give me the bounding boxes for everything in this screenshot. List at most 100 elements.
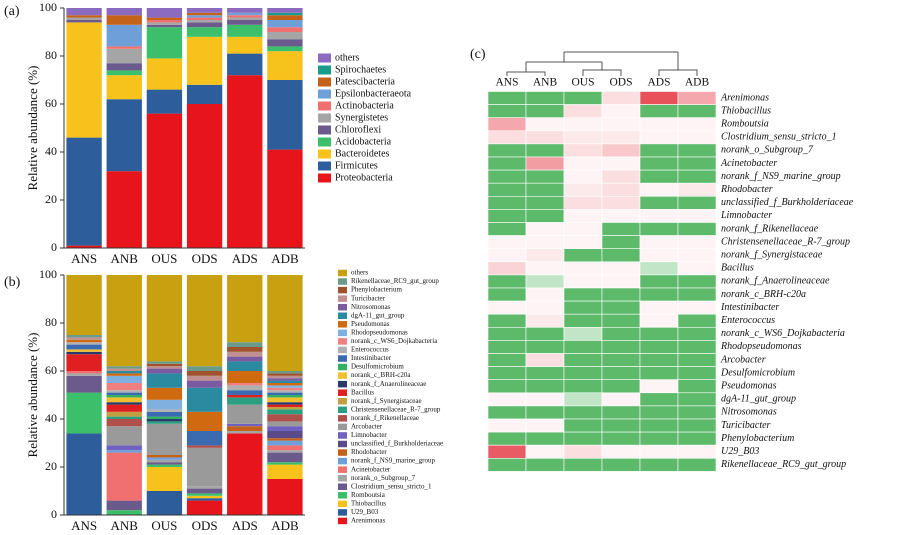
legend-swatch <box>338 517 347 525</box>
legend-swatch <box>338 269 347 277</box>
heatmap-cell <box>563 274 603 289</box>
bar-segment <box>66 337 102 340</box>
heatmap-cell <box>487 117 527 132</box>
legend-swatch <box>338 355 347 362</box>
bar-segment <box>227 8 263 13</box>
bar-segment <box>66 375 102 393</box>
bar-segment <box>146 457 183 460</box>
bar-segment <box>227 36 263 54</box>
y-tick-label: 100 <box>39 267 57 281</box>
legend-label: Romboutsia <box>351 491 386 499</box>
bar-segment <box>227 356 263 362</box>
heatmap-cell <box>601 182 641 197</box>
heatmap-cell <box>487 143 527 158</box>
legend-label: Synergistetes <box>335 112 388 123</box>
heatmap-cell <box>525 130 565 145</box>
legend-label: norank_f_Synergistaceae <box>351 397 422 405</box>
legend-label: Arenimonas <box>351 517 385 525</box>
bar-segment <box>146 24 183 28</box>
legend-label: Rikenellaceae_RC9_gut_group <box>351 277 439 285</box>
y-tick-label: 20 <box>45 459 57 473</box>
bar-segment <box>106 510 142 515</box>
heatmap-cell <box>677 418 717 433</box>
legend-swatch <box>338 440 347 448</box>
heatmap-cell <box>601 130 641 145</box>
heatmap-cell <box>487 182 527 197</box>
bar-segment <box>267 383 303 386</box>
heatmap-cell <box>639 261 679 276</box>
bar-segment <box>186 431 223 446</box>
heatmap-cell <box>601 326 641 341</box>
bar-segment <box>186 104 223 248</box>
heatmap-cell <box>487 235 527 250</box>
y-tick-label: 100 <box>39 0 57 14</box>
bar-segment <box>66 22 102 138</box>
heatmap-cell <box>601 248 641 263</box>
heatmap-cell <box>601 366 641 381</box>
bar-segment <box>186 366 223 371</box>
heatmap-cell <box>677 235 717 250</box>
heatmap-cell <box>525 209 565 223</box>
bar-segment <box>267 402 303 405</box>
bar-segment <box>186 17 223 20</box>
bar-segment <box>106 75 142 100</box>
bar-segment <box>267 378 303 381</box>
heatmap-cell <box>487 379 527 394</box>
bar-segment <box>227 351 263 357</box>
bar-segment <box>267 373 303 376</box>
heatmap-cell <box>639 366 679 381</box>
bar-segment <box>106 402 142 405</box>
heatmap-cell <box>563 261 603 276</box>
heatmap-cell <box>563 457 603 472</box>
bar-segment <box>227 371 263 383</box>
bar-segment <box>146 363 183 367</box>
heatmap-cell <box>525 182 565 197</box>
legend-swatch <box>338 321 347 328</box>
dendrogram <box>506 51 698 76</box>
heatmap-cell <box>677 379 717 394</box>
bar-segment <box>146 27 183 59</box>
legend-label: Enterococcus <box>351 346 389 354</box>
heatmap-cell <box>487 156 527 171</box>
heatmap-cell <box>487 326 527 341</box>
bar-segment <box>146 89 183 114</box>
bar-segment <box>106 373 142 376</box>
bar-segment <box>146 366 183 369</box>
bar-segment <box>227 24 263 37</box>
x-tick-label: ODS <box>192 518 218 533</box>
y-tick-label: 0 <box>51 240 57 254</box>
column-label: ADS <box>647 77 670 89</box>
bar-segment <box>227 385 263 391</box>
bar-segment <box>267 39 303 47</box>
legend-swatch <box>338 466 347 473</box>
row-label: Clostridium_sensu_stricto_1 <box>721 132 837 143</box>
legend-swatch <box>338 415 347 422</box>
bar-segment <box>267 275 303 371</box>
legend-label: Proteobacteria <box>335 172 393 183</box>
row-label: Romboutsia <box>720 119 769 130</box>
legend-swatch <box>338 380 347 388</box>
legend-swatch <box>338 449 347 456</box>
heatmap-cell <box>677 392 717 407</box>
bar-segment <box>106 70 142 76</box>
heatmap-cell <box>639 405 679 420</box>
heatmap-cell <box>563 91 603 105</box>
row-label: Rikenellaceae_RC9_gut_group <box>720 459 846 470</box>
bar-segment <box>227 431 263 434</box>
legend-swatch <box>338 406 347 414</box>
bar-segment <box>146 58 183 90</box>
legend-swatch <box>338 303 347 311</box>
legend-label: Spirochaetes <box>335 64 386 75</box>
heatmap-cell <box>563 156 603 171</box>
heatmap-cell <box>487 209 527 223</box>
heatmap-cell <box>639 248 679 263</box>
legend-swatch <box>338 295 347 302</box>
x-tick-label: ANB <box>111 518 139 533</box>
legend-swatch <box>338 338 347 345</box>
legend-label: norank_f_Anaerolineaceae <box>351 380 426 388</box>
heatmap-cell <box>677 261 717 276</box>
y-axis-label: Relative abundance (%) <box>25 66 40 191</box>
heatmap-cell <box>639 209 679 223</box>
column-label: ANB <box>533 77 558 89</box>
bar-segment <box>186 15 223 18</box>
